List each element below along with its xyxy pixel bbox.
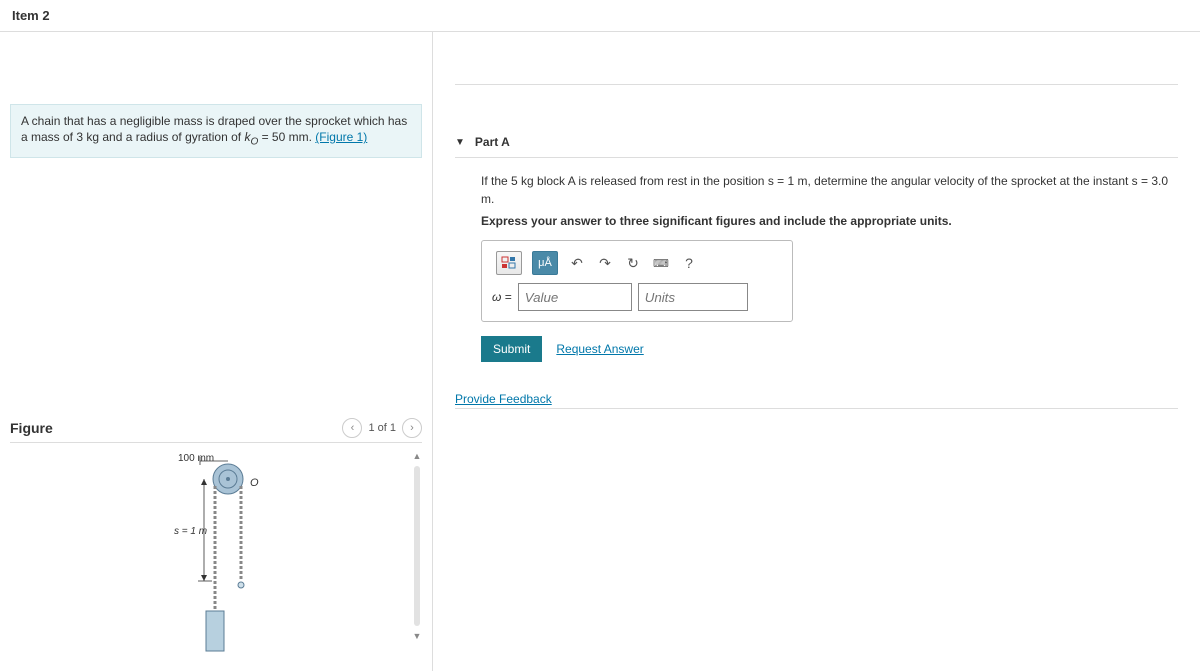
feedback-divider: [455, 408, 1178, 409]
special-chars-button[interactable]: μÅ: [532, 251, 558, 275]
pager-next-button[interactable]: ›: [402, 418, 422, 438]
scroll-up-icon: ▲: [413, 451, 422, 461]
value-input[interactable]: [518, 283, 632, 311]
instruction-text: Express your answer to three significant…: [481, 214, 1178, 228]
item-header: Item 2: [0, 0, 1200, 32]
keyboard-button[interactable]: ⌨: [652, 252, 670, 274]
question-text: If the 5 kg block A is released from res…: [481, 172, 1178, 208]
submit-button[interactable]: Submit: [481, 336, 542, 362]
figure-pager: ‹ 1 of 1 ›: [342, 418, 422, 438]
scroll-down-icon: ▼: [413, 631, 422, 641]
scroll-track: [414, 466, 420, 626]
part-title: Part A: [475, 135, 510, 149]
ko-eq: = 50 mm.: [258, 130, 315, 144]
collapse-caret-icon: ▼: [455, 137, 465, 148]
templates-icon: [501, 256, 517, 270]
figure-divider: [10, 442, 422, 443]
figure-scrollbar[interactable]: ▲ ▼: [412, 451, 422, 641]
provide-feedback-link[interactable]: Provide Feedback: [455, 392, 552, 406]
figure-area: 100 mm s = 1 m O A: [10, 451, 422, 671]
figure-link[interactable]: (Figure 1): [315, 130, 367, 144]
problem-statement: A chain that has a negligible mass is dr…: [10, 104, 422, 158]
part-header[interactable]: ▼ Part A: [455, 131, 1178, 158]
omega-label: ω =: [492, 290, 512, 304]
right-pane: ▼ Part A If the 5 kg block A is released…: [433, 32, 1200, 671]
undo-button[interactable]: ↶: [568, 252, 586, 274]
pager-text: 1 of 1: [368, 422, 396, 434]
figure-svg: [130, 451, 270, 661]
part-top-divider: [455, 84, 1178, 85]
reset-button[interactable]: ↻: [624, 252, 642, 274]
templates-button[interactable]: [496, 251, 522, 275]
pager-prev-button[interactable]: ‹: [342, 418, 362, 438]
help-button[interactable]: ?: [680, 252, 698, 274]
units-input[interactable]: [638, 283, 748, 311]
figure-title: Figure: [10, 420, 53, 436]
answer-box: μÅ ↶ ↷ ↻ ⌨ ? ω =: [481, 240, 793, 322]
answer-toolbar: μÅ ↶ ↷ ↻ ⌨ ?: [492, 249, 782, 283]
redo-button[interactable]: ↷: [596, 252, 614, 274]
request-answer-link[interactable]: Request Answer: [556, 342, 643, 356]
left-pane: A chain that has a negligible mass is dr…: [0, 32, 433, 671]
